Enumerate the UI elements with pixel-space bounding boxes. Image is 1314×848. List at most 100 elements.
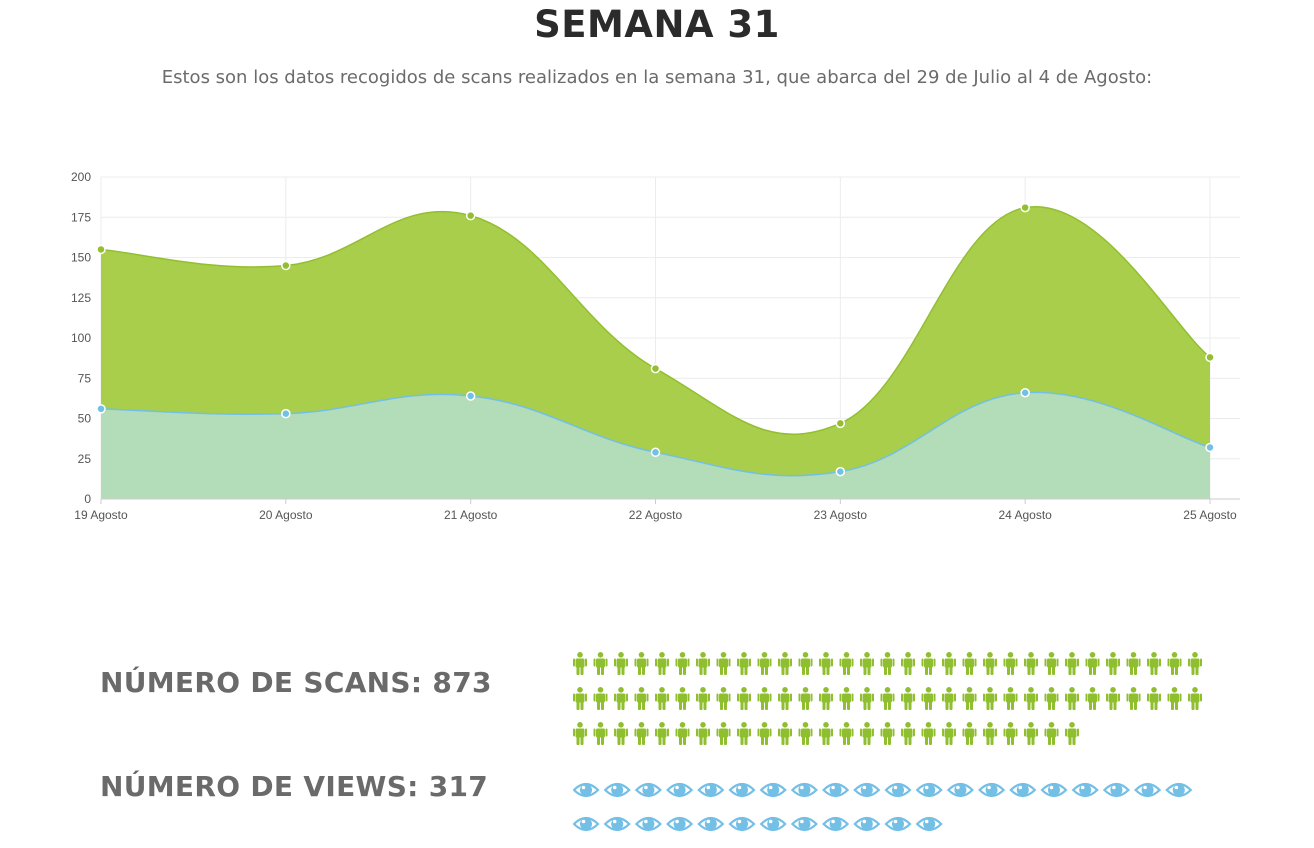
person-icon (1024, 652, 1038, 675)
person-icon (778, 687, 792, 710)
person-icon (1126, 652, 1141, 675)
x-tick-label: 25 Agosto (1183, 508, 1237, 522)
eye-icon (822, 782, 850, 798)
person-icon (962, 652, 977, 675)
eye-icon (884, 782, 912, 798)
y-tick-label: 50 (78, 412, 92, 426)
series-0-point (1205, 352, 1215, 363)
person-icon (573, 722, 587, 745)
axis-layer: 0 25 50 75 100 125 150 175 200 19 Agosto 20 Agosto… (71, 170, 1240, 522)
eye-icon (697, 816, 725, 832)
person-icon (901, 687, 915, 710)
y-tick-label: 0 (84, 492, 91, 506)
person-icon (593, 687, 608, 710)
person-icon (942, 722, 956, 745)
person-icon (1065, 652, 1079, 675)
person-icon (860, 652, 874, 675)
person-icon (757, 687, 772, 710)
eye-icon (1102, 782, 1130, 798)
scans-icon-grid (573, 652, 1213, 752)
person-icon (1126, 687, 1141, 710)
person-icon (778, 652, 792, 675)
person-icon (1024, 722, 1038, 745)
person-icon (1085, 687, 1100, 710)
person-icon (696, 722, 710, 745)
person-icon (716, 687, 731, 710)
eye-icon (573, 816, 600, 832)
eye-icon (1009, 782, 1037, 798)
series-0-point (281, 260, 291, 271)
person-icon (1188, 687, 1202, 710)
person-icon (655, 722, 669, 745)
person-icon (983, 687, 997, 710)
x-tick-label: 21 Agosto (444, 508, 498, 522)
series-0-point (650, 363, 661, 374)
person-icon (942, 687, 956, 710)
series-0-point (1020, 202, 1030, 213)
y-tick-label: 200 (71, 170, 91, 184)
x-tick-label: 23 Agosto (814, 508, 868, 522)
eye-icon (822, 816, 850, 832)
person-icon (593, 652, 608, 675)
person-icon (921, 722, 936, 745)
eye-icon (978, 782, 1006, 798)
person-icon (901, 652, 915, 675)
eye-icon (790, 816, 818, 832)
y-tick-label: 175 (71, 210, 91, 224)
person-icon (1044, 652, 1059, 675)
eye-icon (1165, 782, 1193, 798)
person-icon (737, 722, 751, 745)
y-tick-label: 25 (78, 452, 92, 466)
person-icon (716, 652, 731, 675)
page-title: SEMANA 31 (534, 3, 780, 46)
person-icon (737, 652, 751, 675)
series-1-point (96, 404, 106, 414)
x-tick-label: 20 Agosto (259, 508, 313, 522)
person-icon (819, 652, 833, 675)
person-icon (819, 722, 833, 745)
person-icon (1147, 687, 1161, 710)
person-icon (614, 652, 628, 675)
person-icon (1106, 687, 1120, 710)
person-icon (819, 687, 833, 710)
person-icon (880, 652, 895, 675)
person-icon (1065, 722, 1079, 745)
eye-icon (853, 816, 881, 832)
eye-icon (603, 782, 631, 798)
y-tick-label: 75 (78, 371, 92, 385)
person-icon (573, 652, 587, 675)
eye-icon (728, 782, 756, 798)
person-icon (1065, 687, 1079, 710)
person-icon (573, 687, 587, 710)
person-icon (1044, 687, 1059, 710)
eye-icon (790, 782, 818, 798)
person-icon (880, 687, 895, 710)
page-subtitle: Estos son los datos recogidos de scans r… (161, 67, 1153, 88)
eye-icon (666, 782, 694, 798)
series-1-point (650, 447, 661, 458)
eye-icon (946, 782, 974, 798)
person-icon (1167, 652, 1182, 675)
person-icon (593, 722, 608, 745)
eye-icon (1071, 782, 1099, 798)
y-tick-label: 125 (71, 291, 91, 305)
person-icon (839, 652, 854, 675)
person-icon (798, 652, 813, 675)
series-0-point (96, 244, 106, 255)
person-icon (675, 722, 690, 745)
eye-icon (915, 782, 943, 798)
area-chart: 0 25 50 75 100 125 150 175 200 19 Agosto 20 Agosto… (71, 170, 1240, 522)
person-icon (798, 687, 813, 710)
person-icon (696, 687, 710, 710)
eye-icon (1040, 782, 1068, 798)
series-1-area (101, 392, 1210, 499)
person-icon (778, 722, 792, 745)
person-icon (757, 722, 772, 745)
eye-icon (728, 816, 756, 832)
person-icon (634, 652, 649, 675)
person-icon (839, 722, 854, 745)
person-icon (634, 687, 649, 710)
person-icon (1024, 687, 1038, 710)
person-icon (880, 722, 895, 745)
person-icon (983, 652, 997, 675)
